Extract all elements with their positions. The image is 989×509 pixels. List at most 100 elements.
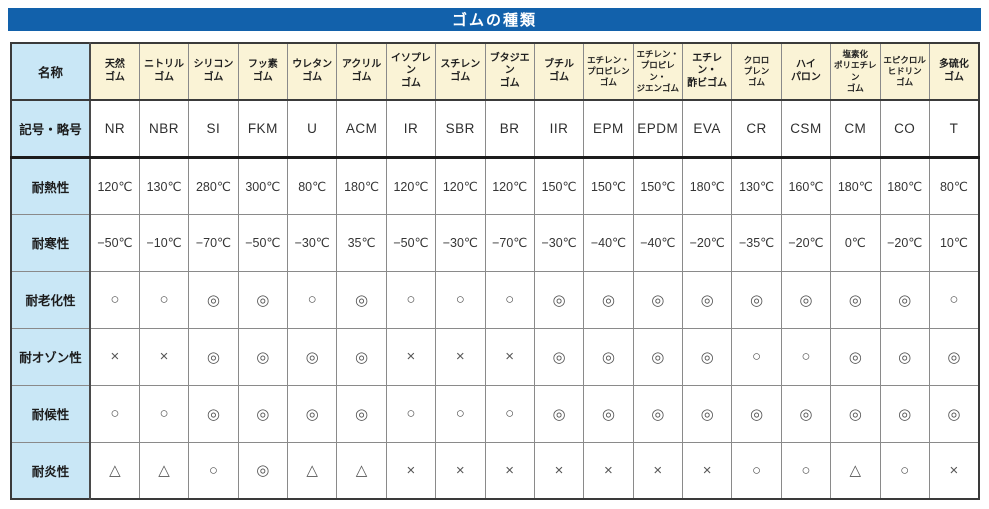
table-cell: ×	[583, 441, 634, 500]
table-cell: −30℃	[435, 213, 486, 272]
table-cell: ◎	[237, 327, 289, 386]
table-cell: 150℃	[533, 156, 585, 215]
table-cell: ×	[385, 327, 437, 386]
row-label: 記号・略号	[10, 99, 91, 159]
table-row: 耐寒性 −50℃ −10℃ −70℃ −50℃ −30℃ 35℃ −50℃ −30℃ −70℃ −3…	[10, 213, 980, 272]
table-cell: ◎	[879, 327, 930, 386]
table-cell: T	[928, 99, 980, 159]
table-cell: −20℃	[879, 213, 930, 272]
table-cell: ○	[928, 270, 980, 329]
table-cell: ◎	[731, 270, 782, 329]
table-cell: −50℃	[237, 213, 289, 272]
table-cell: 160℃	[780, 156, 832, 215]
table-cell: ×	[928, 441, 980, 500]
table-cell: △	[138, 441, 190, 500]
table-cell: ◎	[336, 384, 387, 443]
table-cell: ◎	[583, 327, 634, 386]
table-cell: −50℃	[385, 213, 437, 272]
column-header: シリコン ゴム	[188, 42, 239, 101]
table-cell: −35℃	[731, 213, 782, 272]
table-cell: −50℃	[89, 213, 140, 272]
table-cell: 80℃	[286, 156, 338, 215]
column-header: スチレン ゴム	[435, 42, 486, 101]
table-cell: ◎	[237, 384, 289, 443]
table-cell: −70℃	[188, 213, 239, 272]
column-header: 塩素化 ポリエチレン ゴム	[830, 42, 881, 101]
table-cell: FKM	[237, 99, 289, 159]
table-row: 耐熱性 120℃ 130℃ 280℃ 300℃ 80℃ 180℃ 120℃ 120℃ 120℃ 15…	[10, 156, 980, 215]
table-cell: ○	[435, 384, 486, 443]
table-cell: ◎	[533, 327, 585, 386]
table-cell: ◎	[879, 384, 930, 443]
table-cell: ◎	[928, 327, 980, 386]
table-cell: −30℃	[286, 213, 338, 272]
table-cell: SI	[188, 99, 239, 159]
table-cell: ×	[89, 327, 140, 386]
table-cell: IIR	[533, 99, 585, 159]
table-cell: ×	[385, 441, 437, 500]
table-cell: ○	[780, 327, 832, 386]
table-cell: ◎	[928, 384, 980, 443]
table-cell: ACM	[336, 99, 387, 159]
table-cell: BR	[484, 99, 535, 159]
column-header: ウレタン ゴム	[286, 42, 338, 101]
table-cell: ○	[484, 384, 535, 443]
table-row: 記号・略号 NR NBR SI FKM U ACM IR SBR BR IIR EPM EPDM EVA C…	[10, 99, 980, 159]
table-cell: ◎	[632, 384, 684, 443]
row-label: 耐老化性	[10, 270, 91, 329]
table-cell: 35℃	[336, 213, 387, 272]
table-cell: ○	[188, 441, 239, 500]
table-cell: −40℃	[583, 213, 634, 272]
table-cell: ◎	[286, 327, 338, 386]
table-cell: ◎	[681, 327, 733, 386]
column-header: エチレン・ 酢ビゴム	[681, 42, 733, 101]
table-cell: ○	[89, 270, 140, 329]
table-cell: EVA	[681, 99, 733, 159]
column-header: エチレン・ プロピレン ゴム	[583, 42, 634, 101]
table-cell: ○	[138, 384, 190, 443]
table-cell: EPDM	[632, 99, 684, 159]
table-cell: 150℃	[632, 156, 684, 215]
table-cell: ×	[435, 441, 486, 500]
table-cell: ×	[632, 441, 684, 500]
table-cell: ◎	[830, 327, 881, 386]
table-cell: −20℃	[780, 213, 832, 272]
column-header: クロロ プレン ゴム	[731, 42, 782, 101]
table-cell: ○	[385, 384, 437, 443]
table-cell: △	[336, 441, 387, 500]
table-cell: ×	[484, 441, 535, 500]
column-header: ブチル ゴム	[533, 42, 585, 101]
table-cell: 120℃	[484, 156, 535, 215]
table-cell: −20℃	[681, 213, 733, 272]
table-cell: 130℃	[138, 156, 190, 215]
table-row: 耐老化性 ○ ○ ◎ ◎ ○ ◎ ○ ○ ○ ◎ ◎ ◎ ◎ ◎ ◎ ◎ ◎ ○	[10, 270, 980, 329]
table-cell: ◎	[830, 270, 881, 329]
table-cell: ◎	[533, 384, 585, 443]
table-cell: ×	[484, 327, 535, 386]
table-cell: △	[89, 441, 140, 500]
table-cell: 150℃	[583, 156, 634, 215]
table-cell: ○	[780, 441, 832, 500]
table-cell: 300℃	[237, 156, 289, 215]
table-cell: 180℃	[336, 156, 387, 215]
table-cell: CSM	[780, 99, 832, 159]
table-row-names: 名称 天然 ゴム ニトリル ゴム シリコン ゴム フッ素 ゴム ウレタン ゴム アクリル ゴム イソプレン…	[10, 42, 980, 101]
table-cell: 280℃	[188, 156, 239, 215]
table-cell: ○	[731, 441, 782, 500]
row-label: 耐炎性	[10, 441, 91, 500]
table-cell: 80℃	[928, 156, 980, 215]
table-cell: ×	[138, 327, 190, 386]
rubber-properties-table: 名称 天然 ゴム ニトリル ゴム シリコン ゴム フッ素 ゴム ウレタン ゴム アクリル ゴム イソプレン…	[10, 42, 980, 500]
row-label: 耐オゾン性	[10, 327, 91, 386]
page-title: ゴムの種類	[451, 12, 537, 29]
table-cell: ○	[138, 270, 190, 329]
table-cell: SBR	[435, 99, 486, 159]
table-cell: ◎	[780, 270, 832, 329]
table-cell: ○	[286, 270, 338, 329]
table-cell: ○	[879, 441, 930, 500]
column-header: 天然 ゴム	[89, 42, 140, 101]
table-cell: −30℃	[533, 213, 585, 272]
table-cell: ○	[484, 270, 535, 329]
table-cell: ×	[533, 441, 585, 500]
